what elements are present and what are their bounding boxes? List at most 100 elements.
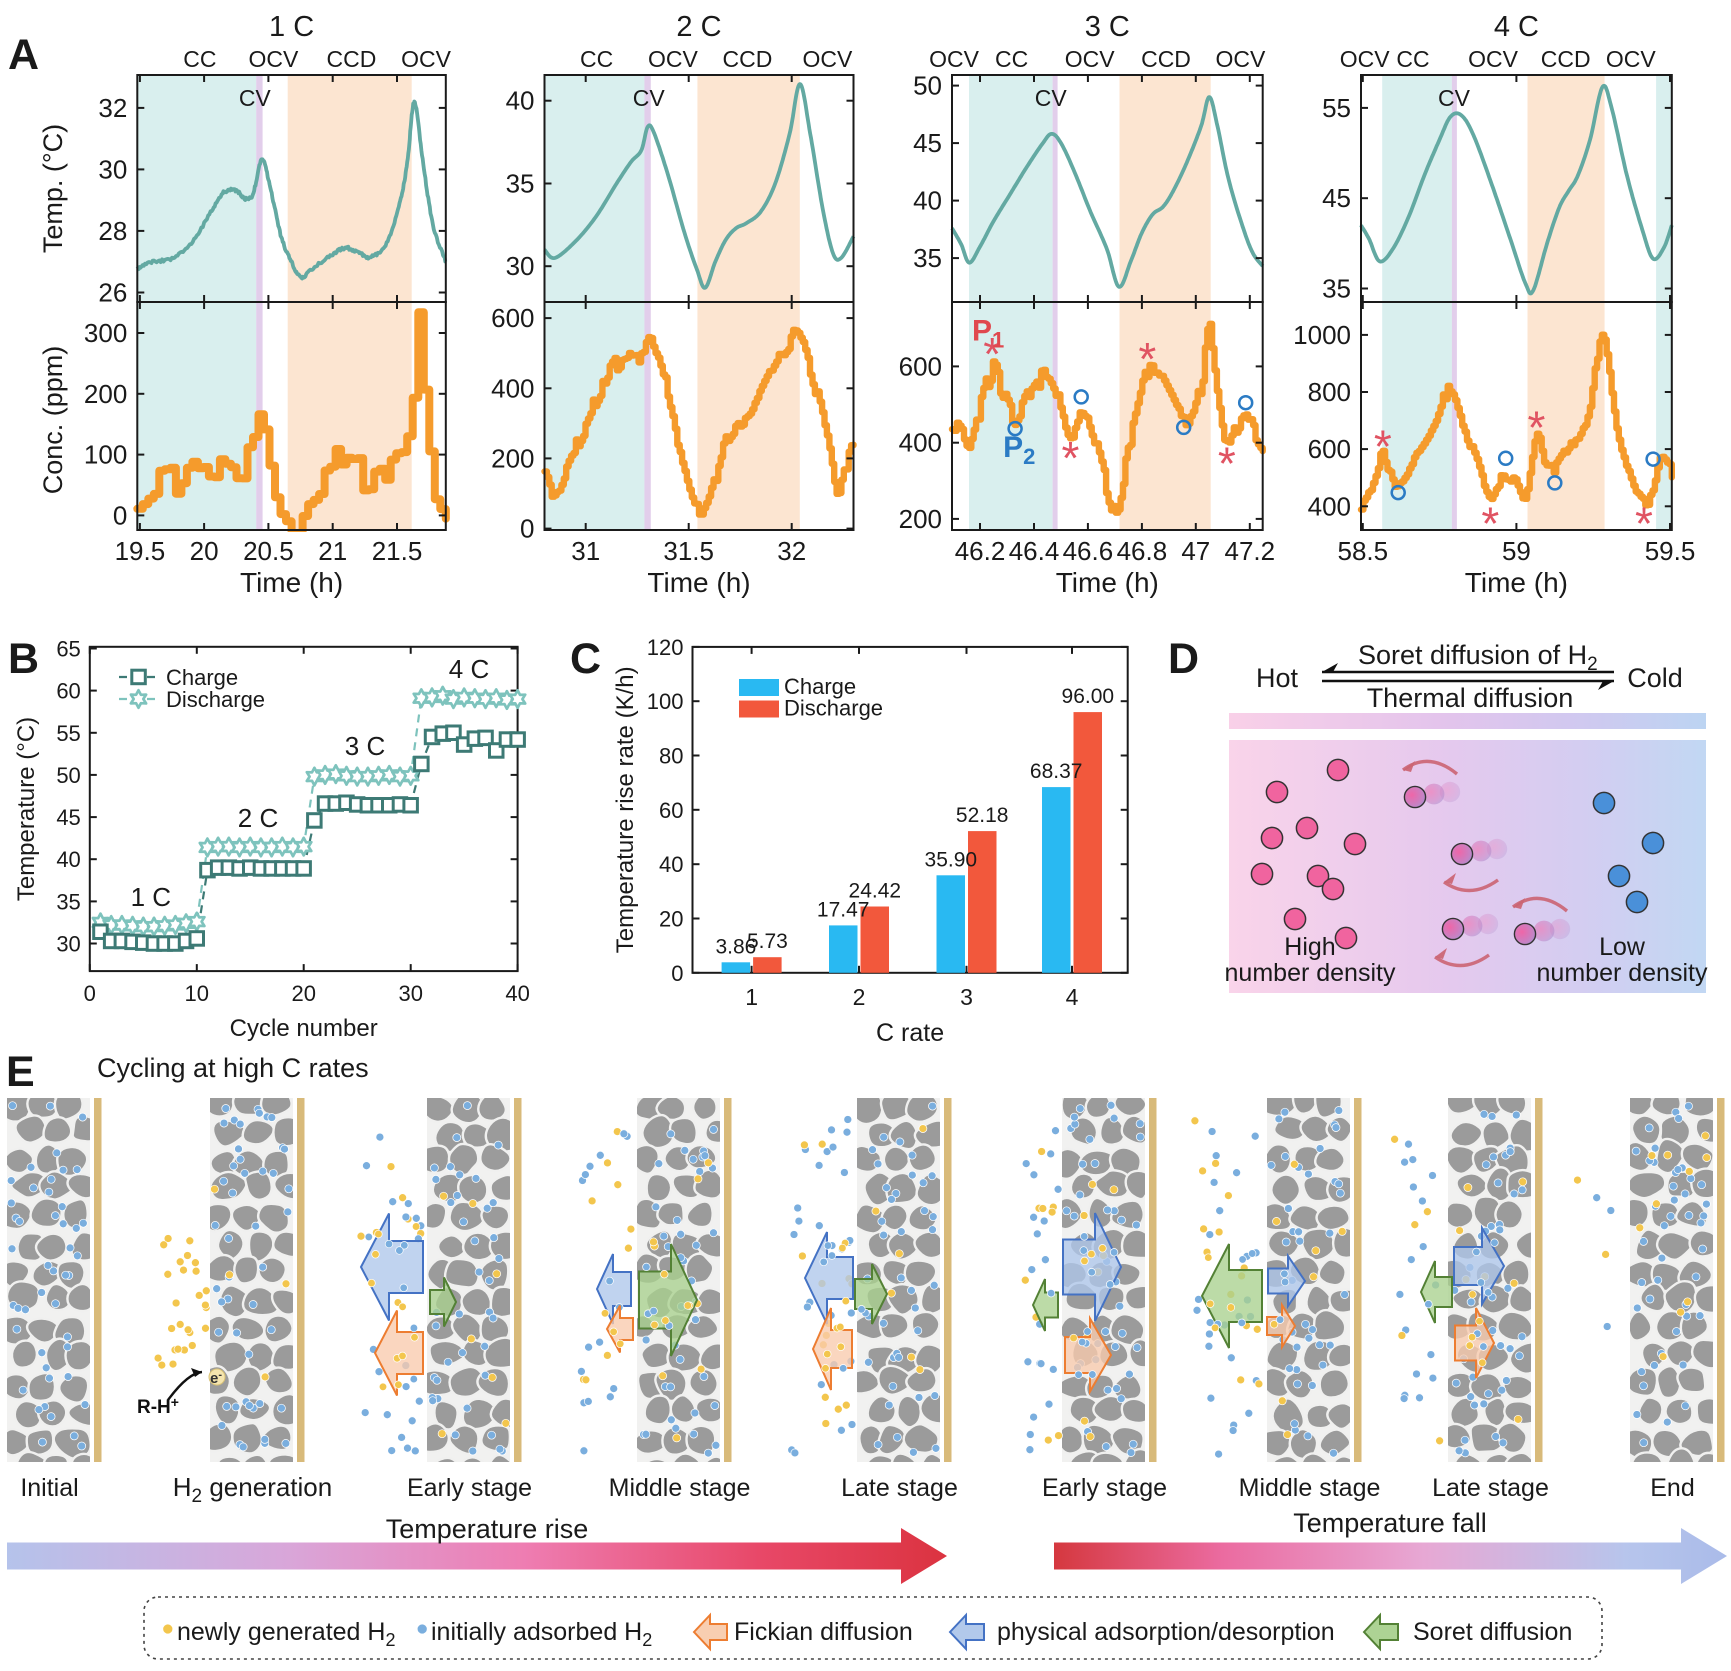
svg-text:600: 600 (1308, 434, 1351, 464)
svg-text:Soret diffusion of H2: Soret diffusion of H2 (1358, 640, 1598, 675)
svg-text:40: 40 (659, 852, 683, 877)
svg-text:initially adsorbed H2: initially adsorbed H2 (431, 1618, 652, 1650)
svg-text:35.90: 35.90 (925, 848, 978, 871)
svg-text:*: * (1481, 497, 1499, 549)
svg-text:32: 32 (98, 93, 127, 123)
svg-text:physical adsorption/desorption: physical adsorption/desorption (997, 1618, 1335, 1646)
svg-text:65: 65 (56, 637, 80, 662)
svg-text:Time (h): Time (h) (647, 567, 750, 598)
svg-text:1 C: 1 C (269, 11, 314, 43)
svg-text:40: 40 (505, 981, 529, 1006)
svg-text:*: * (1374, 421, 1392, 473)
svg-text:OCV: OCV (1215, 46, 1266, 72)
svg-text:OCV: OCV (1468, 46, 1519, 72)
svg-text:D: D (1168, 635, 1199, 683)
svg-text:96.00: 96.00 (1062, 685, 1115, 708)
svg-text:30: 30 (98, 154, 127, 184)
svg-text:Time (h): Time (h) (1056, 567, 1159, 598)
svg-text:0: 0 (84, 981, 96, 1006)
svg-text:3: 3 (960, 984, 973, 1010)
svg-text:OCV: OCV (1065, 46, 1116, 72)
svg-text:Late stage: Late stage (1432, 1474, 1549, 1502)
svg-text:47: 47 (1181, 536, 1210, 566)
svg-text:Temperature rise: Temperature rise (386, 1514, 589, 1544)
svg-text:19.5: 19.5 (115, 536, 166, 566)
svg-text:24.42: 24.42 (849, 880, 902, 903)
svg-text:Thermal diffusion: Thermal diffusion (1367, 683, 1574, 713)
svg-text:400: 400 (491, 373, 534, 403)
svg-text:4 C: 4 C (449, 654, 489, 684)
svg-text:OCV: OCV (401, 46, 452, 72)
svg-text:High: High (1284, 933, 1335, 961)
svg-text:0: 0 (520, 514, 534, 544)
svg-text:50: 50 (56, 763, 80, 788)
svg-text:CC: CC (580, 46, 613, 72)
svg-text:5.73: 5.73 (747, 930, 788, 953)
svg-text:45: 45 (56, 805, 80, 830)
svg-text:3 C: 3 C (1085, 11, 1130, 43)
svg-text:Early stage: Early stage (1042, 1474, 1167, 1502)
svg-text:End: End (1650, 1474, 1694, 1502)
svg-text:*: * (1138, 333, 1156, 385)
svg-text:46.6: 46.6 (1063, 536, 1114, 566)
svg-text:35: 35 (913, 243, 942, 273)
svg-text:10: 10 (185, 981, 209, 1006)
svg-text:58.5: 58.5 (1337, 536, 1388, 566)
svg-text:35: 35 (1322, 274, 1351, 304)
svg-text:600: 600 (491, 303, 534, 333)
svg-text:Initial: Initial (20, 1474, 78, 1502)
svg-text:600: 600 (899, 351, 942, 381)
svg-text:2: 2 (853, 984, 866, 1010)
svg-text:*: * (1061, 432, 1079, 484)
svg-text:CV: CV (1438, 85, 1471, 111)
svg-text:Low: Low (1599, 933, 1646, 961)
svg-text:32: 32 (777, 536, 806, 566)
svg-text:C: C (570, 635, 601, 683)
svg-text:Cycling at high C rates: Cycling at high C rates (97, 1053, 369, 1083)
svg-text:68.37: 68.37 (1030, 760, 1083, 783)
svg-text:46.4: 46.4 (1009, 536, 1060, 566)
svg-text:Time (h): Time (h) (1465, 567, 1568, 598)
svg-text:Temperature rise rate (K/h): Temperature rise rate (K/h) (612, 666, 639, 953)
svg-text:30: 30 (56, 932, 80, 957)
svg-text:CCD: CCD (722, 46, 772, 72)
svg-text:60: 60 (659, 798, 683, 823)
svg-text:55: 55 (56, 721, 80, 746)
svg-text:1 C: 1 C (131, 882, 171, 912)
svg-text:26: 26 (98, 278, 127, 308)
svg-text:CCD: CCD (1141, 46, 1191, 72)
svg-text:0: 0 (113, 500, 127, 530)
svg-text:CV: CV (1035, 85, 1068, 111)
svg-text:*: * (1635, 497, 1653, 549)
svg-text:3 C: 3 C (345, 731, 385, 761)
svg-text:300: 300 (84, 318, 127, 348)
svg-text:number density: number density (1537, 959, 1708, 987)
svg-text:4: 4 (1066, 984, 1079, 1010)
svg-text:0: 0 (671, 961, 683, 986)
svg-text:Soret diffusion: Soret diffusion (1413, 1618, 1572, 1646)
svg-text:35: 35 (506, 169, 535, 199)
svg-text:Temp. (°C): Temp. (°C) (38, 124, 68, 253)
svg-text:R-H+: R-H+ (137, 1394, 179, 1418)
svg-text:800: 800 (1308, 377, 1351, 407)
svg-text:OCV: OCV (648, 46, 699, 72)
svg-text:CC: CC (1396, 46, 1429, 72)
svg-text:45: 45 (913, 128, 942, 158)
svg-text:31: 31 (571, 536, 600, 566)
svg-text:Late stage: Late stage (841, 1474, 958, 1502)
svg-text:Temperature fall: Temperature fall (1293, 1508, 1487, 1538)
svg-text:2 C: 2 C (676, 11, 721, 43)
svg-text:Discharge: Discharge (166, 687, 265, 712)
svg-text:CC: CC (995, 46, 1028, 72)
svg-text:31.5: 31.5 (663, 536, 714, 566)
svg-text:60: 60 (56, 679, 80, 704)
svg-text:A: A (8, 31, 39, 79)
svg-text:4 C: 4 C (1494, 11, 1539, 43)
svg-text:200: 200 (84, 379, 127, 409)
svg-text:OCV: OCV (929, 46, 980, 72)
svg-text:OCV: OCV (802, 46, 853, 72)
svg-text:CV: CV (633, 85, 666, 111)
svg-text:Middle stage: Middle stage (1239, 1474, 1381, 1502)
svg-text:Charge: Charge (166, 665, 238, 690)
svg-text:59.5: 59.5 (1645, 536, 1696, 566)
